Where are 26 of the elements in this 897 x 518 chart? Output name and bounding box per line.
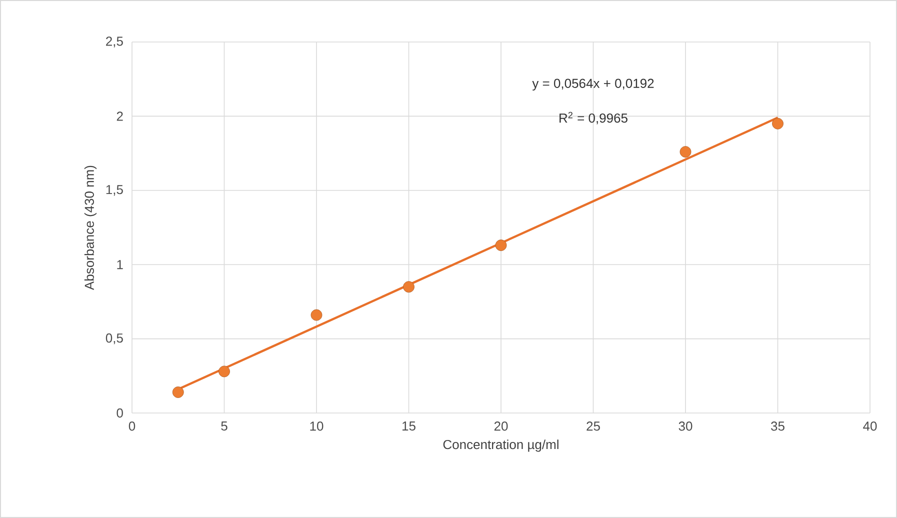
x-tick-label: 0: [128, 422, 136, 431]
x-tick-label: 20: [494, 422, 508, 431]
annotation: y = 0,0564x + 0,0192: [532, 78, 654, 91]
y-tick-label: 0: [116, 408, 123, 418]
annotation: R$^{2}$ = 0,9965: [560, 112, 628, 124]
y-axis-title: Absorbance (430 nm): [84, 166, 97, 290]
x-tick-label: 35: [771, 422, 784, 431]
x-tick-label: 5: [221, 422, 228, 431]
x-tick-label: 10: [310, 422, 324, 431]
x-tick-label: 15: [402, 422, 416, 431]
x-axis-title: Concentration µg/ml: [443, 440, 558, 452]
y-tick-label: 1: [117, 260, 123, 270]
point: [172, 386, 184, 398]
point: [680, 146, 692, 158]
x-tick-label: 40: [863, 422, 877, 431]
point: [495, 240, 507, 252]
point: [218, 366, 230, 378]
x-tick-label: 30: [678, 422, 692, 431]
x-tick-label: 25: [586, 422, 600, 431]
point: [310, 309, 322, 321]
point: [772, 118, 784, 130]
y-tick-label: 2,5: [106, 36, 123, 48]
point: [403, 281, 414, 293]
y-tick-label: 2: [116, 112, 123, 121]
y-tick-label: 0,5: [106, 333, 123, 344]
y-tick-label: 1,5: [106, 185, 123, 196]
